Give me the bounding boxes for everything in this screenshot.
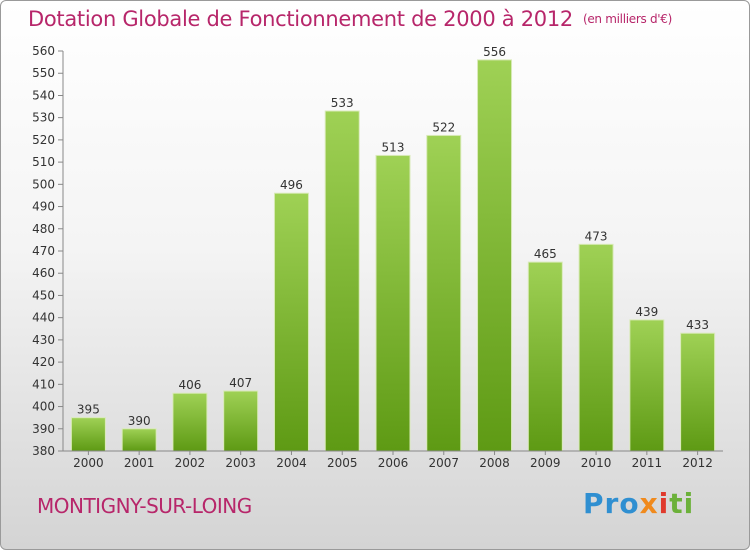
bar-2006 [375, 154, 411, 452]
y-tick-label: 540 [32, 88, 55, 102]
bar-value-label: 522 [432, 120, 455, 134]
y-tick-label: 560 [32, 44, 55, 58]
unit-note: (en milliers d'€) [582, 12, 672, 26]
x-tick-label: 2003 [225, 456, 256, 470]
y-tick-label: 460 [32, 266, 55, 280]
bar-value-label: 556 [483, 45, 506, 59]
x-tick-label: 2004 [276, 456, 307, 470]
x-tick-label: 2000 [73, 456, 104, 470]
bar-value-label: 439 [635, 305, 658, 319]
y-tick-label: 470 [32, 244, 55, 258]
bar-value-label: 533 [331, 96, 354, 110]
y-tick-label: 520 [32, 133, 55, 147]
y-tick-label: 430 [32, 333, 55, 347]
x-tick-label: 2012 [682, 456, 713, 470]
bar-2007 [426, 134, 462, 452]
x-tick-label: 2005 [327, 456, 358, 470]
bar-value-label: 395 [77, 403, 100, 417]
logo-part-3: i [658, 487, 670, 520]
logo-part-1: Pro [583, 487, 640, 520]
bar-value-label: 496 [280, 178, 303, 192]
bar-2005 [324, 110, 360, 452]
bar-value-label: 433 [686, 318, 709, 332]
bar-value-label: 513 [382, 140, 405, 154]
x-tick-label: 2011 [632, 456, 663, 470]
y-tick-label: 510 [32, 155, 55, 169]
bar-value-label: 406 [178, 378, 201, 392]
y-tick-label: 380 [32, 444, 55, 458]
x-tick-label: 2010 [581, 456, 612, 470]
proxiti-logo: Proxiti [583, 487, 694, 520]
chart-title: Dotation Globale de Fonctionnement de 20… [28, 7, 672, 31]
chart-title-text: Dotation Globale de Fonctionnement de 20… [28, 7, 573, 31]
bar-value-label: 465 [534, 247, 557, 261]
logo-part-2: x [639, 487, 659, 520]
bar-value-label: 473 [585, 229, 608, 243]
commune-name: MONTIGNY-SUR-LOING [37, 494, 252, 518]
x-tick-label: 2007 [428, 456, 459, 470]
y-tick-label: 450 [32, 288, 55, 302]
bar-2008 [477, 59, 513, 452]
bar-2001 [121, 428, 157, 452]
bar-2010 [578, 243, 614, 452]
y-tick-label: 440 [32, 311, 55, 325]
y-tick-label: 500 [32, 177, 55, 191]
x-tick-label: 2006 [378, 456, 409, 470]
bar-2002 [172, 392, 208, 452]
bar-2012 [680, 332, 716, 452]
bar-value-label: 390 [128, 414, 151, 428]
x-tick-label: 2009 [530, 456, 561, 470]
y-tick-label: 400 [32, 400, 55, 414]
logo-part-4: ti [669, 487, 695, 520]
bar-2004 [273, 192, 309, 452]
bar-2000 [70, 417, 106, 452]
x-tick-label: 2002 [175, 456, 206, 470]
bar-2009 [527, 261, 563, 452]
y-tick-label: 390 [32, 422, 55, 436]
bar-value-label: 407 [229, 376, 252, 390]
y-tick-label: 420 [32, 355, 55, 369]
y-tick-label: 410 [32, 377, 55, 391]
bar-2011 [629, 319, 665, 452]
x-tick-label: 2001 [124, 456, 155, 470]
y-tick-label: 490 [32, 200, 55, 214]
bar-2003 [223, 390, 259, 452]
y-tick-label: 530 [32, 111, 55, 125]
x-tick-label: 2008 [479, 456, 510, 470]
y-tick-label: 550 [32, 66, 55, 80]
y-tick-label: 480 [32, 222, 55, 236]
